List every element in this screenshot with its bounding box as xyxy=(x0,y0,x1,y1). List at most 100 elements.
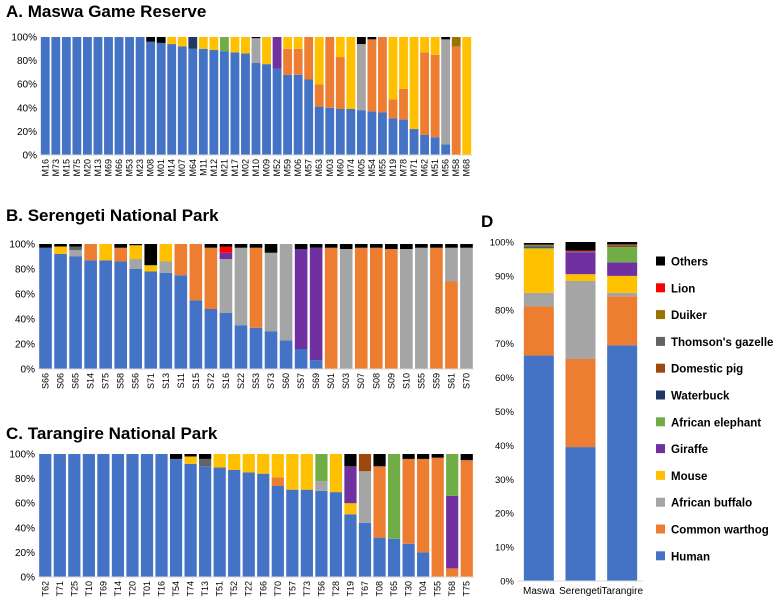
panel-b-bar-segment xyxy=(129,244,143,246)
panel-b-bar-segment xyxy=(309,244,323,248)
panel-c-xtick-label: T20 xyxy=(127,581,137,597)
panel-c-bar-segment xyxy=(111,454,125,577)
panel-a-xtick-label: M10 xyxy=(251,159,261,177)
panel-c-bar-segment xyxy=(417,454,430,459)
panel-a-xtick-label: M16 xyxy=(40,159,50,177)
panel-a-chart: 0%20%40%60%80%100%M16 M73 M15 M75 M20 M13 M69 M… xyxy=(11,33,472,177)
panel-d-bar-segment xyxy=(565,274,596,281)
legend-label: Domestic pig xyxy=(671,364,743,376)
panel-a-bar-segment xyxy=(430,37,440,55)
panel-b-bar-segment xyxy=(415,244,428,248)
panel-b-ytick-label: 40% xyxy=(15,315,35,326)
legend-label: African buffalo xyxy=(671,498,752,510)
panel-c-bar-segment xyxy=(199,458,212,467)
panel-a-xtick-label: M20 xyxy=(82,159,92,177)
panel-a-xtick-label: M15 xyxy=(61,159,71,177)
panel-c-xtick-label: T56 xyxy=(316,581,326,597)
panel-b-bar-segment xyxy=(354,244,368,248)
panel-a-bar-segment xyxy=(156,42,166,155)
panel-a-bar-segment xyxy=(251,38,261,63)
panel-b-bar-segment xyxy=(219,312,233,369)
panel-a-bar-segment xyxy=(156,37,166,43)
panel-c-bar-segment xyxy=(300,489,313,577)
panel-b-bar-segment xyxy=(249,327,263,369)
panel-b-xtick-label: S56 xyxy=(131,373,141,389)
panel-d-bar-segment xyxy=(607,245,638,248)
panel-a-xtick-label: M78 xyxy=(399,159,409,177)
panel-a-xtick-label: M11 xyxy=(198,159,208,176)
panel-a-bar-segment xyxy=(135,37,145,155)
panel-d-bar-segment xyxy=(523,292,554,307)
panel-b-bar-segment xyxy=(174,244,188,276)
panel-c-bar-segment xyxy=(271,485,284,577)
panel-a-ytick-label: 80% xyxy=(17,56,37,67)
panel-c-bar-segment xyxy=(184,463,197,577)
panel-a-bar-segment xyxy=(314,37,324,85)
panel-c-bar-segment xyxy=(242,454,255,473)
panel-a-bar-segment xyxy=(325,107,335,155)
panel-d-bar-segment xyxy=(607,244,638,246)
panel-a-xtick-label: M09 xyxy=(262,159,272,177)
panel-b-bar-segment xyxy=(54,244,67,247)
panel-b-bar-segment xyxy=(400,244,413,249)
panel-d-bar-segment xyxy=(523,244,554,246)
panel-c-bar-segment xyxy=(271,454,284,478)
panel-b-bar-segment xyxy=(69,250,82,257)
panel-d-ytick-label: 50% xyxy=(495,407,515,418)
panel-d-xtick-label: Serengeti xyxy=(559,586,602,597)
panel-c-bar-segment xyxy=(344,503,357,515)
panel-a-xtick-label: M55 xyxy=(377,159,387,177)
panel-a-bar-segment xyxy=(283,48,293,75)
panel-c-xtick-label: T13 xyxy=(200,581,210,597)
panel-d-bar-segment xyxy=(607,296,638,346)
panel-a-xtick-label: M52 xyxy=(272,159,282,177)
panel-a-bar-segment xyxy=(51,37,61,155)
panel-c-xtick-label: T52 xyxy=(229,581,239,597)
legend-swatch xyxy=(656,497,665,507)
legend-swatch xyxy=(656,336,665,346)
panel-b-bar-segment xyxy=(39,247,52,369)
panel-d-bar-segment xyxy=(523,247,554,249)
panel-c-ytick-label: 20% xyxy=(15,548,35,559)
legend-swatch xyxy=(656,363,665,373)
panel-c-bar-segment xyxy=(315,454,328,482)
panel-a-bar-segment xyxy=(219,51,229,155)
panel-b-bar-segment xyxy=(294,249,308,349)
panel-a-bar-segment xyxy=(230,37,240,53)
legend-label: Human xyxy=(671,551,710,563)
panel-a-bar-segment xyxy=(388,118,398,155)
panel-c-bar-segment xyxy=(387,538,401,577)
legend-swatch xyxy=(656,390,665,400)
panel-d-ytick-label: 40% xyxy=(495,441,515,452)
panel-b-bar-segment xyxy=(84,244,97,261)
legend-swatch xyxy=(656,283,665,293)
panel-c-bar-segment xyxy=(446,454,459,496)
panel-b-bar-segment xyxy=(189,244,203,301)
panel-c-xtick-label: T16 xyxy=(157,581,167,597)
panel-b-bar-segment xyxy=(249,247,263,328)
panel-a-bar-segment xyxy=(304,37,314,80)
panel-b-bar-segment xyxy=(309,360,323,369)
panel-c-bar-segment xyxy=(402,454,415,459)
panel-a-bar-segment xyxy=(356,44,366,111)
panel-a-bar-segment xyxy=(451,46,461,155)
panel-b-bar-segment xyxy=(264,331,278,369)
panel-b-bar-segment xyxy=(144,244,158,266)
panel-c-bar-segment xyxy=(286,489,299,577)
panel-c-xtick-label: T04 xyxy=(418,581,428,597)
panel-a-xtick-label: M60 xyxy=(335,159,345,177)
panel-b-chart: 0% 20% 40% 60% 80% 100% S66 S06 S65 S14 S75 S58 S56 S… xyxy=(9,240,474,389)
panel-a-xtick-label: M66 xyxy=(114,159,124,177)
panel-d-ytick-label: 30% xyxy=(495,475,515,486)
panel-c-bar-segment xyxy=(358,454,372,472)
panel-a-xtick-label: M14 xyxy=(167,159,177,177)
panel-b-bar-segment xyxy=(99,260,112,369)
panel-a-bar-segment xyxy=(399,119,408,155)
panel-d-ytick-label: 0% xyxy=(500,577,514,588)
panel-d-bar-segment xyxy=(523,245,554,247)
panel-b-bar-segment xyxy=(189,300,203,369)
panel-b-xtick-label: S59 xyxy=(431,373,441,389)
panel-a-bar-segment xyxy=(420,37,430,53)
panel-a-bar-segment xyxy=(356,110,366,155)
panel-d-bar-segment xyxy=(523,306,554,356)
